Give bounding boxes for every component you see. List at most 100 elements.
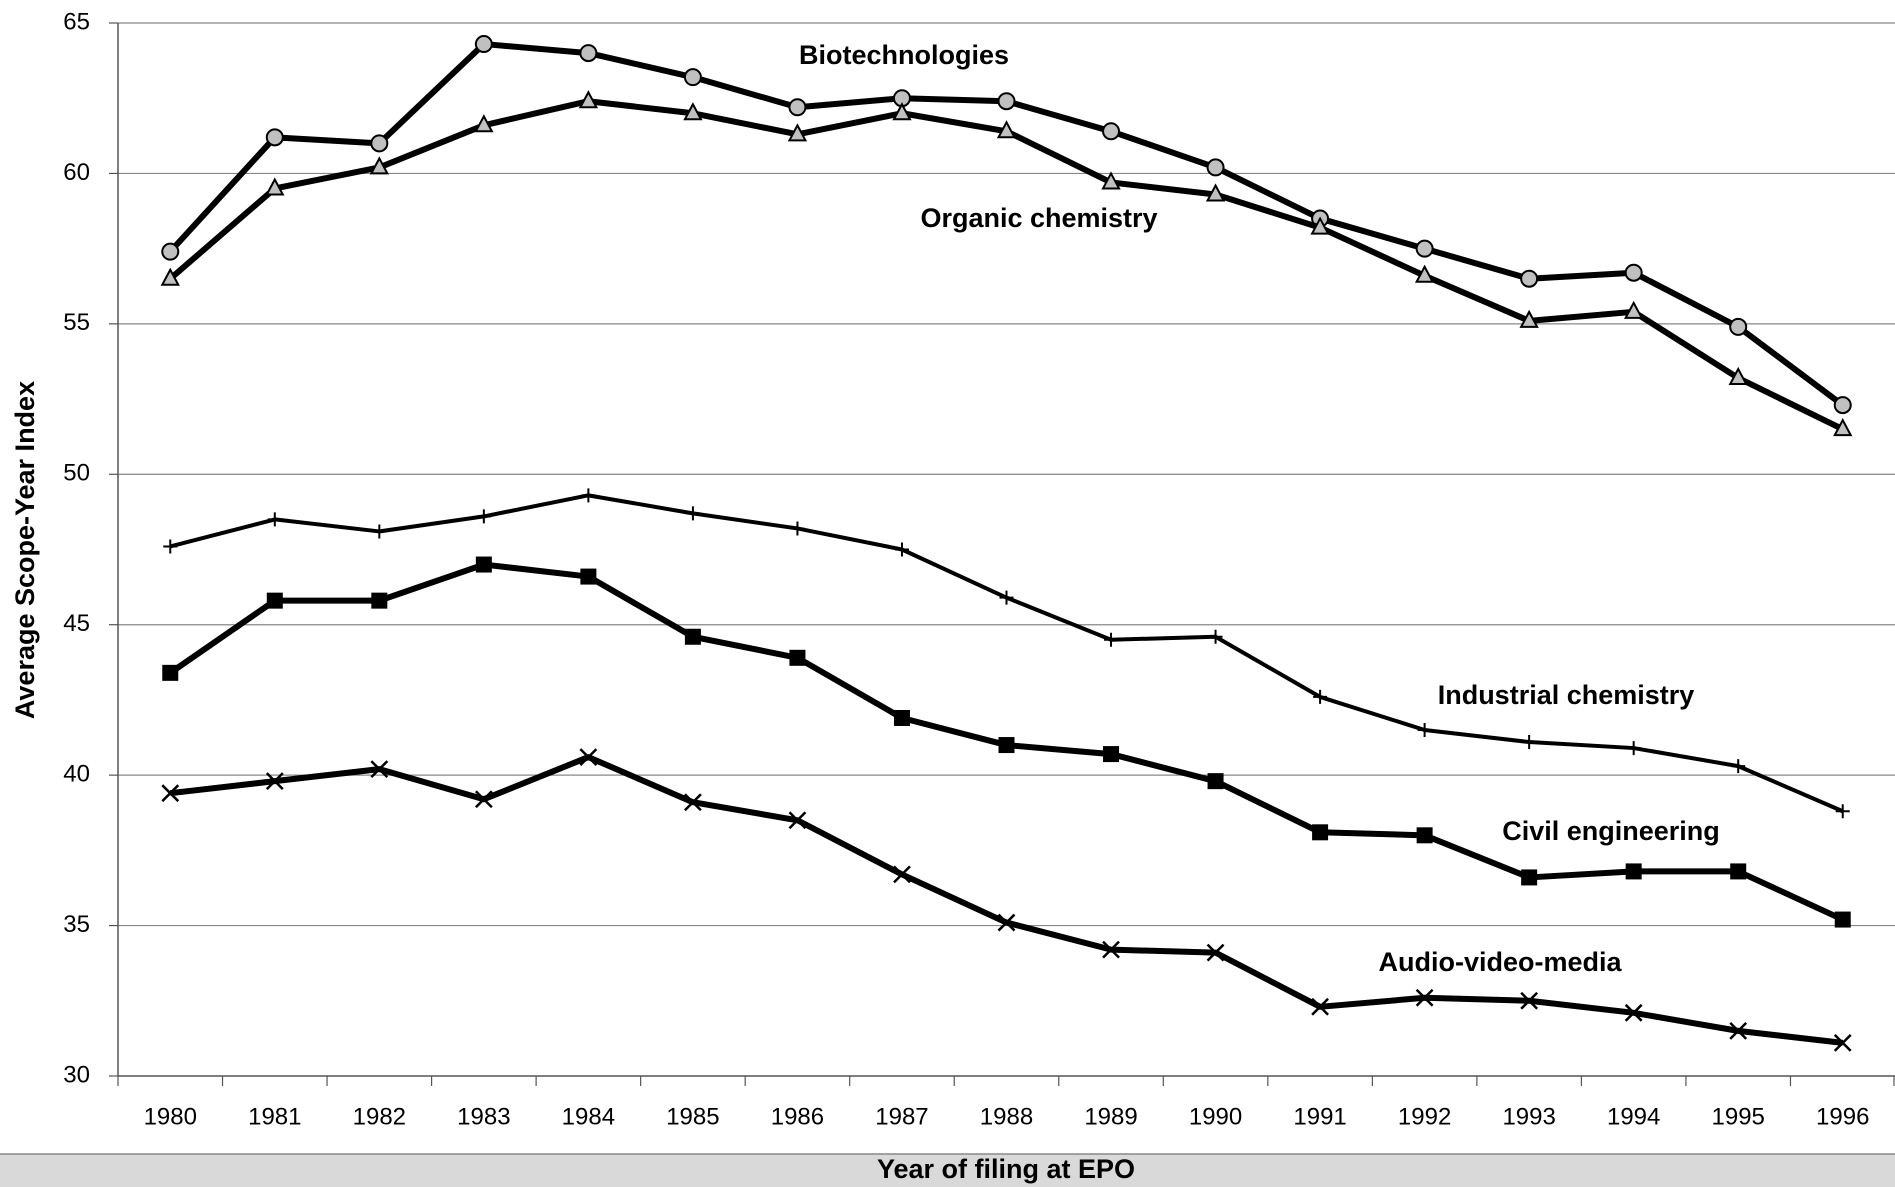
marker [894, 542, 909, 557]
marker [162, 664, 179, 681]
x-tick-label: 1994 [1607, 1103, 1660, 1130]
marker [996, 120, 1017, 139]
marker [1206, 158, 1225, 177]
marker [372, 524, 387, 539]
marker [265, 177, 285, 196]
marker [788, 98, 807, 117]
x-tick-label: 1988 [980, 1103, 1033, 1130]
marker [1417, 723, 1432, 738]
marker [1521, 869, 1538, 886]
marker [684, 628, 701, 645]
x-tick-label: 1986 [771, 1103, 824, 1130]
series-label: Biotechnologies [799, 40, 1009, 70]
marker [1625, 863, 1642, 880]
marker [1834, 911, 1851, 928]
marker [474, 114, 494, 133]
x-axis-label: Year of filing at EPO [877, 1154, 1135, 1184]
marker [1729, 317, 1748, 336]
marker [1208, 629, 1223, 644]
x-tick-label: 1991 [1293, 1103, 1346, 1130]
marker [1310, 216, 1330, 235]
marker [1103, 746, 1120, 763]
marker [1311, 997, 1329, 1016]
marker [1416, 827, 1433, 844]
marker [370, 134, 389, 153]
marker [683, 68, 702, 87]
marker [1519, 309, 1539, 328]
marker [1104, 632, 1119, 647]
series-label: Industrial chemistry [1438, 680, 1695, 710]
marker [1522, 735, 1537, 750]
x-axis-band [0, 1154, 1895, 1187]
y-axis-label: Average Scope-Year Index [10, 381, 40, 719]
series-line [168, 98, 1845, 432]
marker [266, 592, 283, 609]
x-tick-label: 1984 [562, 1103, 615, 1130]
series-line [169, 754, 1844, 1046]
marker [163, 539, 178, 554]
x-tick-label: 1990 [1189, 1103, 1242, 1130]
y-tick-label: 50 [63, 460, 90, 487]
marker [788, 811, 807, 830]
y-tick-label: 55 [63, 309, 90, 336]
marker [685, 506, 700, 521]
marker [474, 790, 493, 809]
marker [1520, 269, 1539, 288]
marker [1833, 418, 1853, 437]
marker [475, 556, 492, 573]
marker [1728, 366, 1748, 386]
marker [998, 737, 1015, 754]
marker [1833, 1034, 1852, 1052]
marker [578, 90, 599, 109]
x-tick-label: 1985 [666, 1103, 719, 1130]
x-tick-label: 1996 [1816, 1103, 1869, 1130]
marker [160, 267, 180, 286]
marker [787, 123, 808, 142]
x-tick-label: 1983 [457, 1103, 510, 1130]
series-label: Organic chemistry [920, 203, 1157, 233]
marker [1731, 759, 1746, 774]
marker [265, 772, 284, 791]
marker [1624, 263, 1643, 282]
marker [997, 92, 1016, 111]
marker [1835, 804, 1850, 819]
x-tick-label: 1989 [1084, 1103, 1137, 1130]
marker [267, 512, 282, 527]
y-tick-label: 60 [63, 159, 90, 186]
marker [161, 784, 180, 803]
marker [1102, 940, 1120, 959]
marker [579, 748, 598, 766]
marker [1205, 183, 1226, 202]
marker [893, 709, 910, 726]
marker [371, 592, 388, 609]
x-tick-label: 1992 [1398, 1103, 1451, 1130]
marker [581, 488, 596, 503]
marker [683, 102, 703, 121]
x-tick-label: 1982 [353, 1103, 406, 1130]
x-tick-label: 1993 [1502, 1103, 1555, 1130]
marker [999, 590, 1014, 605]
marker [789, 649, 806, 666]
marker [1624, 1003, 1643, 1022]
x-tick-label: 1980 [144, 1103, 197, 1130]
marker [1101, 171, 1121, 190]
series-label: Audio-video-media [1378, 947, 1622, 977]
y-tick-label: 45 [63, 610, 90, 637]
y-tick-label: 35 [63, 911, 90, 938]
marker [893, 865, 911, 884]
marker [369, 156, 389, 175]
marker [684, 793, 702, 812]
marker [1312, 824, 1329, 841]
marker [579, 44, 598, 63]
marker [161, 242, 180, 261]
marker [892, 102, 912, 121]
marker [1414, 264, 1435, 283]
marker [1102, 122, 1121, 141]
marker [474, 35, 493, 54]
x-tick-label: 1981 [248, 1103, 301, 1130]
marker [1624, 300, 1644, 319]
marker [1520, 991, 1539, 1010]
y-tick-label: 30 [63, 1061, 90, 1088]
y-tick-label: 40 [63, 760, 90, 787]
